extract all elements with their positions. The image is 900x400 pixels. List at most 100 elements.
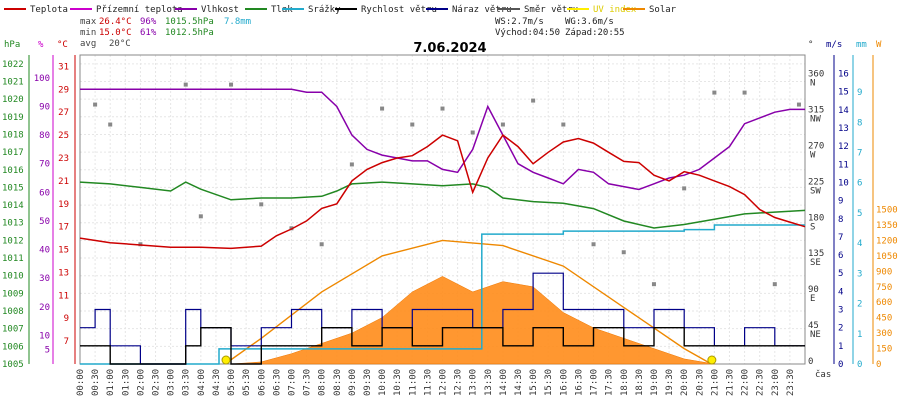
stat-max-press: 1015.5hPa [165,17,214,27]
pct-tick: 40 [39,246,50,256]
ms-tick: 4 [838,287,843,297]
x-tick-label: 03:00 [167,369,177,396]
ms-tick: 2 [838,324,843,334]
degc-tick: 11 [58,291,69,301]
x-tick-label: 01:30 [121,369,131,396]
hpa-tick: 1005 [2,360,24,370]
x-tick-label: 03:30 [182,369,192,396]
x-tick-label: 10:00 [378,369,388,396]
x-tick-label: 07:00 [287,369,297,396]
x-tick-label: 08:00 [318,369,328,396]
wind-direction-point [108,122,113,127]
wind-direction-point [183,82,188,87]
ms-tick: 16 [838,70,849,80]
dir-tick-compass: NE [810,330,821,340]
ms-tick: 0 [838,360,843,370]
mm-tick: 0 [857,360,862,370]
x-axis-label: čas [815,369,831,380]
x-tick-label: 17:00 [590,369,600,396]
degc-tick: 25 [58,131,69,141]
x-tick-label: 02:00 [136,369,146,396]
dir-tick: 180 [808,213,824,223]
x-tick-label: 06:00 [257,369,267,396]
x-tick-label: 22:00 [741,369,751,396]
pct-tick: 30 [39,274,50,284]
x-tick-label: 22:30 [756,369,766,396]
mm-tick: 2 [857,300,862,310]
pct-tick: 70 [39,160,50,170]
sun-marker [221,355,231,365]
dir-tick: 0 [808,357,813,367]
dir-unit: ° [808,40,813,50]
degc-tick: 21 [58,177,69,187]
wm2-tick: 450 [876,314,892,324]
hpa-tick: 1007 [2,325,24,335]
stat-max-label: max [80,17,97,27]
mm-tick: 7 [857,149,862,159]
stat-avg-temp: 20°C [109,39,131,49]
legend: Teplota Přízemní teplota Vlhkost Tlak Srážky… [4,5,677,15]
series-humidity [80,88,805,191]
degc-unit: °C [57,40,68,50]
x-tick-label: 11:00 [408,369,418,396]
hpa-tick: 1017 [2,148,24,158]
stat-sunset: Západ:20:55 [565,28,625,38]
mm-tick: 6 [857,179,862,189]
dir-tick-compass: SE [810,258,821,268]
wm2-tick: 750 [876,283,892,293]
hpa-tick: 1019 [2,113,24,123]
wind-direction-point [651,282,656,287]
dir-tick: 90 [808,285,819,295]
legend-label: Teplota [30,5,68,15]
pct-tick: 10 [39,331,50,341]
wm2-tick: 600 [876,298,892,308]
ms-tick: 1 [838,342,843,352]
legend-label: Přízemní teplota [96,5,183,15]
hpa-tick: 1008 [2,307,24,317]
x-tick-label: 21:30 [725,369,735,396]
stat-min-hum: 61% [140,28,157,38]
degc-tick: 15 [58,246,69,256]
mm-tick: 5 [857,209,862,219]
ms-tick: 6 [838,251,843,261]
degc-tick: 9 [64,314,69,324]
mm-unit: mm [856,40,867,50]
legend-label: Vlhkost [201,5,239,15]
dir-tick-compass: E [810,294,815,304]
x-tick-label: 23:30 [786,369,796,396]
x-tick-label: 18:30 [635,369,645,396]
x-tick-label: 13:00 [469,369,479,396]
series-rain [80,224,805,365]
stat-max-temp: 26.4°C [99,17,132,27]
ms-tick: 15 [838,88,849,98]
degc-tick: 23 [58,154,69,164]
hpa-unit: hPa [4,40,20,50]
x-tick-label: 02:30 [152,369,162,396]
series-wind-speed [80,327,805,365]
ms-unit: m/s [826,40,842,50]
wm2-tick: 1350 [876,221,898,231]
wind-direction-point [621,250,626,255]
ms-tick: 5 [838,269,843,279]
wind-direction-point [796,102,801,107]
series-temperature [79,134,806,250]
wind-direction-point [712,90,717,95]
degc-tick: 13 [58,268,69,278]
wind-direction-point [259,202,264,207]
x-tick-label: 09:30 [363,369,373,396]
degc-tick: 29 [58,85,69,95]
dir-tick-compass: W [810,150,816,160]
degc-tick: 27 [58,108,69,118]
dir-tick-compass: SW [810,186,821,196]
mm-tick: 9 [857,88,862,98]
ms-tick: 14 [838,106,849,116]
x-tick-label: 00:00 [76,369,86,396]
plot-area [79,82,806,365]
x-tick-label: 15:00 [529,369,539,396]
wind-direction-point [682,186,687,191]
x-tick-label: 23:00 [771,369,781,396]
stat-max-hum: 96% [140,17,157,27]
hpa-tick: 1009 [2,289,24,299]
x-tick-label: 14:00 [499,369,509,396]
